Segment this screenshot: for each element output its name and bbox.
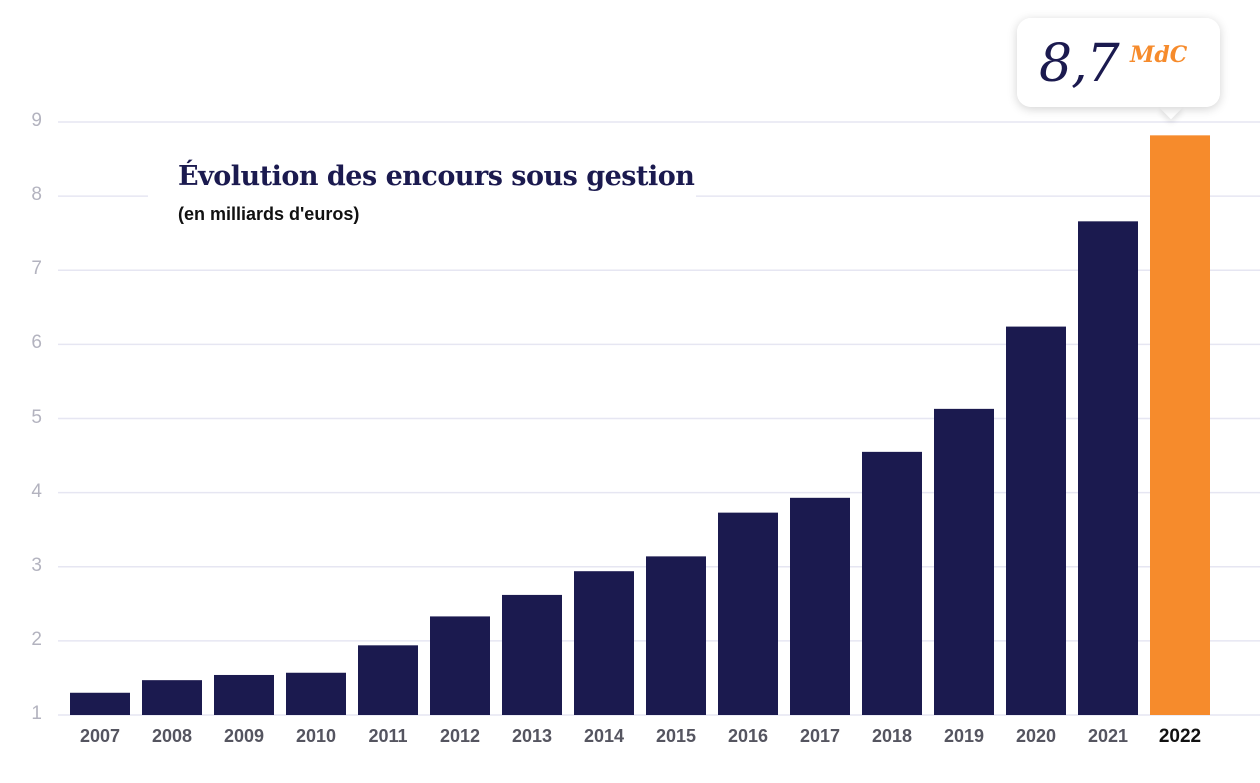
x-tick-label-2011: 2011 [368,726,408,746]
x-tick-label-2013: 2013 [511,726,553,746]
x-tick-label-2007: 2007 [79,726,121,746]
bar-2011 [358,645,418,715]
bar-2021 [1078,221,1138,715]
callout-unit: MdC [1130,42,1188,68]
x-tick-label-2018: 2018 [871,726,913,746]
title-background [148,160,696,232]
chart-title: Évolution des encours sous gestion [178,161,695,192]
y-tick-label: 5 [31,406,42,428]
grid-lines [58,121,1260,716]
x-tick-label-2021: 2021 [1087,726,1129,746]
bar-2014 [574,571,634,715]
bar-2016 [718,512,778,715]
x-tick-label-2009: 2009 [223,726,265,746]
y-tick-label: 8 [31,184,42,206]
bar-2022 [1150,135,1210,715]
bars [70,135,1210,715]
x-tick-label-2014: 2014 [583,726,625,746]
bar-2009 [214,674,274,715]
x-tick-label-2017: 2017 [799,726,841,746]
bar-2013 [502,594,562,715]
x-tick-label-2012: 2012 [439,726,481,746]
y-tick-label: 9 [31,110,42,131]
callout-body: 8,7 MdC [1017,18,1220,107]
x-tick-label-2022: 2022 [1158,726,1202,747]
bar-2008 [142,680,202,715]
callout-value: 8,7 [1039,34,1120,94]
y-tick-label: 1 [31,703,42,724]
x-tick-label-2015: 2015 [655,726,697,746]
y-tick-label: 6 [31,332,42,354]
value-callout: 8,7 MdC [1017,18,1220,107]
bar-2017 [790,497,850,715]
y-tick-label: 2 [31,628,42,650]
y-tick-label: 7 [31,258,42,280]
x-tick-label-2019: 2019 [943,726,985,746]
bar-2007 [70,692,130,715]
x-tick-label-2008: 2008 [151,726,193,746]
bar-2015 [646,556,706,715]
x-tick-label-2010: 2010 [295,726,337,746]
y-tick-label: 3 [31,554,42,576]
chart-subtitle: (en milliards d'euros) [178,204,360,224]
bar-2010 [286,672,346,715]
bar-2019 [934,408,994,715]
y-tick-label: 4 [31,480,42,502]
bar-2018 [862,451,922,715]
x-tick-label-2016: 2016 [727,726,769,746]
bar-2012 [430,616,490,715]
x-tick-label-2020: 2020 [1015,726,1057,746]
bar-2020 [1006,326,1066,715]
